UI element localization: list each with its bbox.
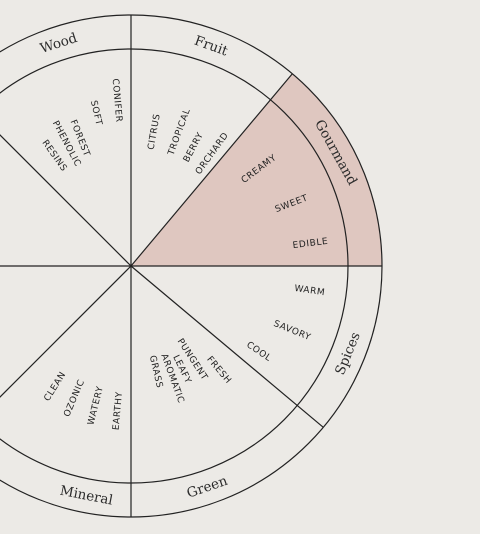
note-label-ozonic: OZONIC [62, 378, 87, 418]
note-label-citrus: CITRUS [147, 113, 163, 151]
spoke-line [0, 265, 132, 398]
category-label-green: Green [185, 473, 230, 502]
category-label-wood: Wood [38, 30, 79, 57]
spoke-line [0, 134, 132, 267]
note-label-edible: EDIBLE [292, 237, 329, 251]
wheel-lines [0, 14, 383, 518]
note-label-soft: SOFT [88, 100, 104, 127]
note-label-savory: SAVORY [272, 319, 312, 343]
note-label-clean: CLEAN [43, 370, 69, 403]
spoke-line [130, 73, 293, 267]
note-label-warm: WARM [294, 284, 326, 298]
highlight-layer [131, 73, 382, 267]
note-label-cool: COOL [244, 340, 273, 364]
spoke-line [130, 265, 324, 428]
note-label-earthy: EARTHY [112, 391, 125, 431]
note-label-watery: WATERY [87, 385, 106, 426]
note-label-conifer: CONIFER [110, 78, 124, 123]
sector-highlight-gourmand [131, 73, 382, 267]
category-label-mineral: Mineral [58, 483, 114, 509]
category-label-fruit: Fruit [192, 33, 230, 60]
note-label-fresh: FRESH [204, 355, 233, 386]
